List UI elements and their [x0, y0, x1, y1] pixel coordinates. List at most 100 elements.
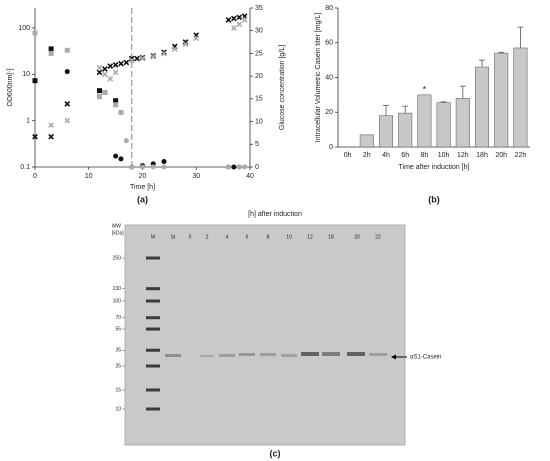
band [281, 354, 297, 357]
marker-circle [118, 156, 124, 162]
y-axis-label: OD600nm[-] [7, 68, 14, 106]
band [219, 354, 235, 357]
x-tick-label: 10 [85, 173, 93, 180]
marker-x [171, 46, 178, 52]
x-tick-label: 18h [476, 152, 488, 159]
lane-label: 4 [226, 234, 229, 240]
marker-circle [161, 159, 167, 165]
panel-label: (c) [270, 448, 281, 458]
marker-circle [129, 164, 135, 170]
marker-x [96, 69, 103, 76]
x-tick-label: 0h [344, 152, 352, 159]
marker-circle [231, 164, 237, 170]
y-tick-label: 0 [329, 144, 333, 151]
marker-circle [140, 164, 145, 170]
x-tick-label: 6h [401, 152, 409, 159]
band [165, 354, 181, 357]
bar [359, 134, 374, 148]
marker-x [231, 25, 237, 31]
marker-square [97, 88, 102, 94]
y2-tick-label: 5 [255, 141, 259, 148]
ladder-band [146, 364, 160, 368]
y2-axis-label: Glucose concentration [g/L] [279, 45, 286, 130]
mw-tick-label: 55 [115, 326, 121, 332]
error-bar [402, 105, 409, 114]
x-axis-label: Time after induction [h] [399, 164, 470, 171]
band [369, 353, 387, 356]
bar [474, 66, 490, 148]
x-tick-label: 20 [139, 173, 147, 180]
lane-label: 2 [206, 234, 209, 240]
marker-x [107, 75, 114, 82]
ladder-band [146, 316, 160, 320]
mw-tick-label: 100 [113, 298, 122, 304]
marker-x [161, 50, 167, 57]
x-tick-label: 8h [421, 152, 429, 159]
lane-label: 0 [189, 234, 192, 240]
gel-image [125, 225, 405, 445]
mw-tick-label: 35 [115, 348, 121, 354]
lane-label: 8 [267, 234, 270, 240]
marker-x [48, 122, 54, 129]
marker-x [123, 59, 130, 66]
marker-x [231, 15, 237, 22]
x-axis-label: Time [h] [130, 184, 155, 191]
y2-tick-label: 0 [255, 164, 259, 171]
lane-label: 12 [307, 234, 313, 240]
x-tick-label: 40 [246, 173, 254, 180]
band [260, 353, 276, 356]
marker-x [32, 133, 38, 140]
marker-circle [150, 164, 156, 170]
marker-x [128, 55, 135, 62]
error-bar [479, 59, 485, 68]
marker-square [102, 89, 108, 95]
marker-x [64, 101, 71, 107]
y-tick-label: 40 [325, 74, 333, 81]
y2-tick-label: 20 [255, 73, 263, 80]
band [239, 353, 255, 356]
band-label: αS1-Casein [410, 355, 441, 361]
y-tick-label: 1 [26, 118, 30, 125]
lane-label: 18 [328, 234, 334, 240]
marker-x [236, 21, 243, 28]
y-tick-label: 20 [325, 109, 333, 116]
mw-tick-label: 130 [113, 286, 122, 292]
y2-tick-label: 30 [255, 28, 263, 35]
y-tick-label: 60 [325, 40, 333, 47]
gel-border [124, 224, 406, 446]
marker-x [225, 16, 232, 23]
marker-x [96, 64, 103, 71]
error-bar [498, 51, 505, 54]
bar [398, 112, 413, 148]
error-bar [383, 104, 389, 116]
marker-circle [161, 164, 167, 170]
bar [436, 102, 451, 148]
y2-tick-label: 35 [255, 5, 263, 12]
marker-x [150, 53, 157, 60]
band [322, 352, 340, 356]
mw-tick-label: 25 [115, 363, 121, 369]
marker-x [134, 55, 140, 62]
y-axis-label: Intracellular Volumetric Casein titer [m… [315, 13, 322, 143]
y2-tick-label: 10 [255, 118, 263, 125]
mw-tick-label: 15 [115, 387, 121, 393]
y-tick-label: 0.1 [20, 164, 30, 171]
marker-square [48, 46, 54, 52]
marker-square [97, 94, 102, 100]
x-tick-label: 12h [457, 152, 469, 159]
bar [378, 115, 394, 148]
marker-x [236, 14, 243, 21]
error-bar [440, 101, 447, 103]
ladder-band [146, 327, 160, 331]
x-tick-label: 4h [382, 152, 390, 159]
marker-circle [226, 164, 231, 170]
lane-label: 20 [354, 234, 360, 240]
ladder-band [146, 407, 160, 411]
error-bar [459, 85, 466, 99]
x-tick-label: 2h [363, 152, 371, 159]
marker-x [193, 35, 200, 42]
mw-tick-label: 250 [113, 255, 122, 261]
marker-square [64, 47, 70, 53]
bar [494, 52, 509, 148]
